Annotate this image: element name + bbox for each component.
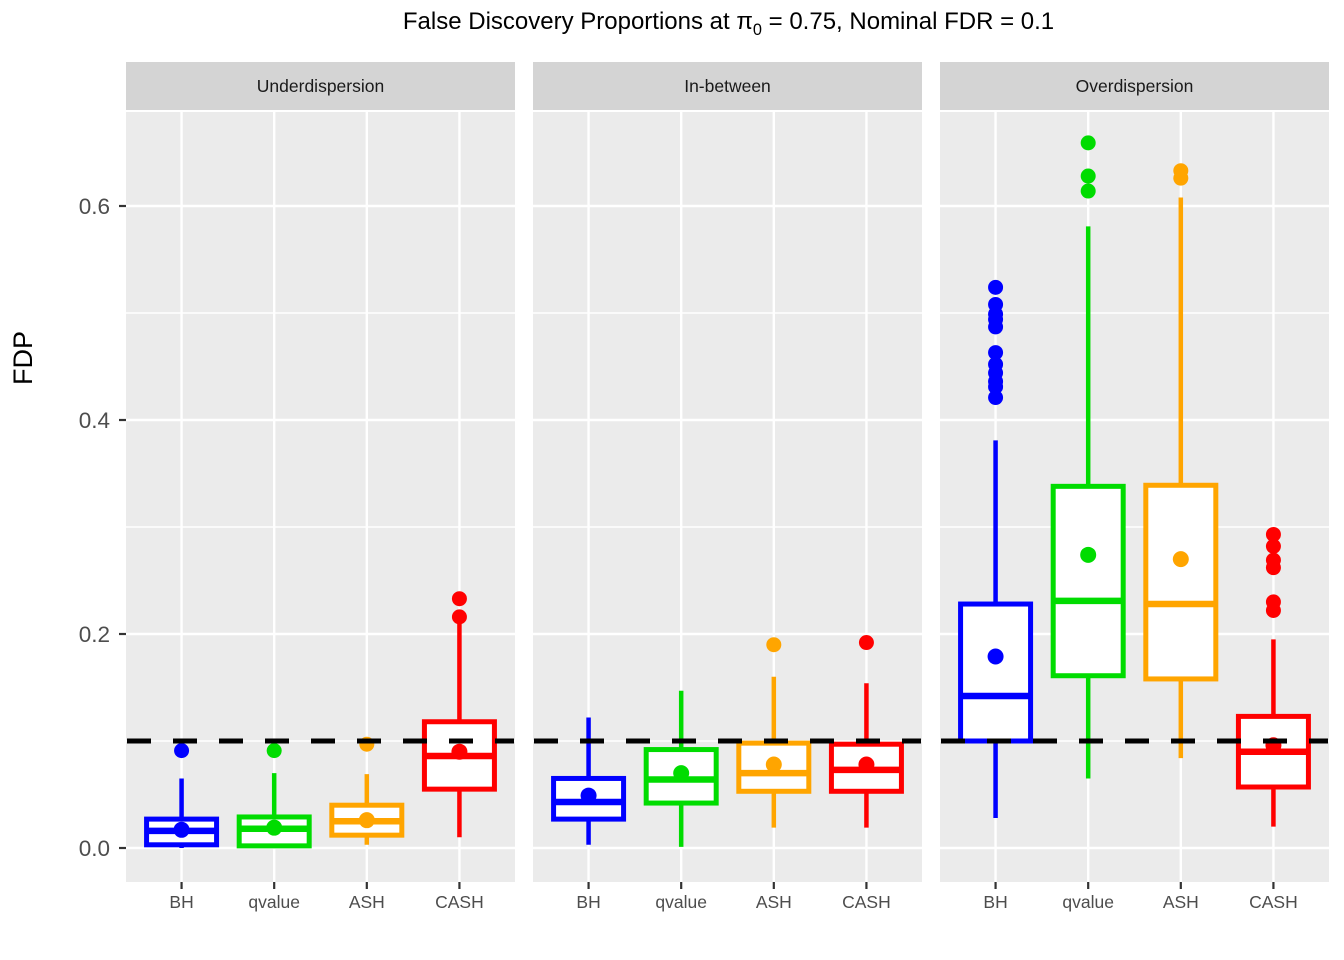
outlier-dot-overdispersion-ASH [1173, 163, 1189, 179]
box-overdispersion-qvalue [1050, 483, 1126, 679]
outlier-dot-overdispersion-BH [988, 356, 1004, 372]
pi-symbol: π [736, 8, 753, 35]
outlier-dot-overdispersion-BH [988, 345, 1004, 361]
facet-strip-underdispersion: Underdispersion [126, 62, 515, 110]
outlier-dot-overdispersion-CASH [1265, 552, 1281, 568]
x-tick-label: ASH [756, 892, 792, 912]
outlier-dot-overdispersion-CASH [1265, 538, 1281, 554]
facet-strip-label: Overdispersion [1075, 75, 1194, 96]
box-overdispersion-BH [958, 601, 1034, 744]
chart-title: False Discovery Proportions at π0 = 0.75… [126, 8, 1331, 40]
x-tick-label: BH [169, 892, 193, 912]
box-overdispersion-ASH [1143, 482, 1219, 682]
y-tick-label: 0.0 [79, 836, 110, 861]
x-tick-label: ASH [1163, 892, 1199, 912]
facet-strip-overdispersion: Overdispersion [940, 62, 1329, 110]
pi-subscript: 0 [752, 20, 762, 39]
x-tick-label: ASH [349, 892, 385, 912]
title-text: False Discovery Proportions at [402, 8, 737, 35]
outlier-dot-overdispersion-BH [988, 390, 1004, 406]
outlier-dot-in-between-CASH [858, 635, 874, 651]
y-tick-label: 0.4 [79, 408, 110, 433]
outlier-dot-overdispersion-qvalue [1080, 183, 1096, 199]
y-tick-label: 0.6 [79, 194, 110, 219]
mean-dot-overdispersion-BH [987, 648, 1004, 665]
x-tick-label: qvalue [1062, 892, 1114, 912]
outlier-dot-overdispersion-BH [988, 279, 1004, 295]
facet-strip-label: In-between [684, 75, 771, 96]
outlier-dot-underdispersion-CASH [451, 609, 467, 625]
x-tick-label: CASH [842, 892, 891, 912]
title-suffix: = 0.75, Nominal FDR = 0.1 [761, 8, 1055, 35]
x-tick-label: CASH [435, 892, 484, 912]
outlier-dot-underdispersion-qvalue [266, 743, 282, 759]
outlier-dot-overdispersion-qvalue [1080, 168, 1096, 184]
outlier-dot-overdispersion-qvalue [1080, 135, 1096, 151]
x-tick-label: BH [983, 892, 1007, 912]
mean-dot-overdispersion-ASH [1172, 551, 1189, 568]
outlier-dot-overdispersion-CASH [1265, 594, 1281, 610]
x-tick-label: CASH [1249, 892, 1298, 912]
outlier-dot-underdispersion-CASH [451, 591, 467, 607]
mean-dot-in-between-ASH [765, 756, 782, 773]
x-tick-label: qvalue [248, 892, 300, 912]
y-tick-label: 0.2 [79, 622, 110, 647]
mean-dot-overdispersion-qvalue [1080, 546, 1097, 563]
outlier-dot-underdispersion-BH [174, 743, 190, 759]
facet-strip-in-between: In-between [533, 62, 922, 110]
facet-strip-label: Underdispersion [256, 75, 385, 96]
x-tick-label: qvalue [655, 892, 707, 912]
outlier-dot-overdispersion-CASH [1265, 526, 1281, 542]
outlier-dot-overdispersion-BH [988, 296, 1004, 312]
outlier-dot-in-between-ASH [766, 637, 782, 653]
x-tick-label: BH [576, 892, 600, 912]
